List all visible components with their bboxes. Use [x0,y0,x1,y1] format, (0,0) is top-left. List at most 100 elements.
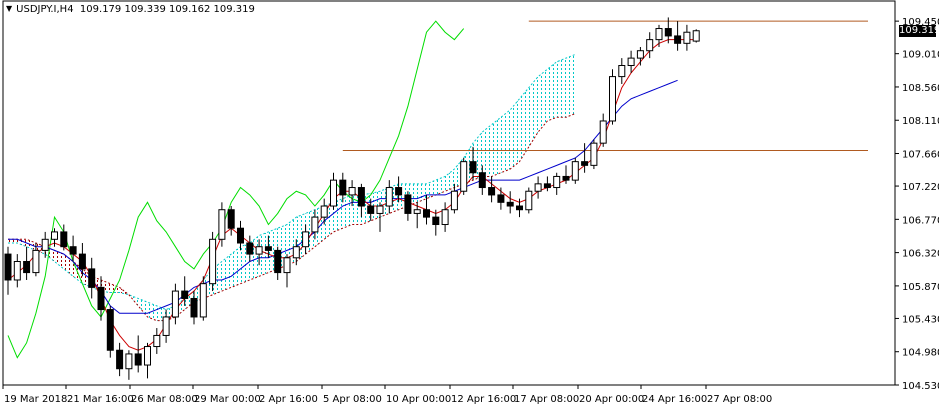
y-tick-label: 107.220 [902,182,939,193]
x-tick-label: 29 Mar 00:00 [194,394,261,405]
candle [497,187,505,210]
candle-body-bear [227,209,235,229]
candle-body-bull [144,346,151,366]
candle-body-bull [683,31,691,44]
symbol-label: USDJPY.I,H4 [16,4,74,15]
candle [125,350,133,380]
candle-body-bear [543,183,551,189]
candle-body-bull [636,50,644,59]
y-tick-label: 108.560 [902,83,939,94]
candle [162,309,170,343]
candle [395,176,403,203]
candle-body-bear [367,205,375,214]
candle-body-bear [478,172,486,189]
x-tick-label: 17 Apr 08:00 [514,394,579,405]
collapse-triangle-icon[interactable]: ▼ [6,4,13,13]
candle [609,69,616,125]
plot-border [2,0,896,386]
candle-body-bull [385,187,393,207]
y-tick-label: 105.870 [902,282,939,293]
current-price-tag: 109.319 [899,24,939,37]
candle-body-bull [218,209,226,240]
candle [367,198,375,221]
candle [348,180,356,207]
x-tick-label: 20 Apr 00:00 [579,394,644,405]
candle [460,157,468,195]
candle [450,183,458,214]
candle-body-bull [311,216,319,233]
y-tick-label: 109.450 [902,17,939,28]
candle-body-bull [283,257,291,274]
candle-body-bear [432,216,440,226]
candle [181,276,189,306]
candle-body-bear [488,187,496,196]
candle-body-bull [627,57,635,67]
candle [636,47,644,66]
candle-body-bear [395,187,403,196]
candle [488,176,496,203]
candle [581,143,589,173]
candle-body-bear [69,246,77,255]
candle-body-bear [23,260,31,274]
candle [320,198,328,225]
x-tick-label: 19 Mar 2018 [4,394,67,405]
candle [144,342,151,379]
candle-body-bull [441,209,449,226]
candle [227,206,235,236]
candle [646,32,654,59]
candle-body-bull [320,205,328,218]
candle-body-bear [423,209,430,218]
ohlc-values: 109.179 109.339 109.162 109.319 [79,4,255,15]
candle-body-bull [460,161,468,192]
chikou-span-line [7,20,465,359]
candle [627,50,635,73]
y-tick-label: 109.010 [902,50,939,61]
candlesticks [4,17,700,380]
chart-frame [2,0,896,386]
x-tick-label: 27 Apr 08:00 [707,394,772,405]
candle-body-bull [571,161,579,181]
candle [543,176,551,192]
candle [683,24,691,51]
candle-body-bull [13,260,21,281]
candle [311,209,319,240]
candle [376,202,384,232]
candle-body-bull [553,175,561,189]
horizontal-levels [342,20,868,152]
candle-body-bull [162,316,170,336]
x-tick-label: 26 Mar 08:00 [131,394,198,405]
x-tick-label: 24 Apr 16:00 [642,394,707,405]
candle [246,235,254,262]
candle-body-bull [348,187,356,196]
candle [553,172,561,195]
candle [4,246,12,295]
candle [32,243,40,277]
candle [41,231,49,258]
candle-body-bear [60,231,68,248]
y-tick-label: 108.110 [902,116,939,127]
candle-body-bear [116,349,124,370]
candle [23,246,31,280]
candle-body-bull [692,30,700,42]
candle [655,24,663,48]
candle [237,220,244,251]
kijun-sen-line [8,79,678,314]
candle-body-bear [274,249,282,274]
candle-body-bear [516,205,523,211]
candle [153,328,161,354]
x-tick-label: 5 Apr 08:00 [323,394,382,405]
candle-body-bull [413,209,421,214]
candle-body-bull [376,205,384,214]
candle-body-bear [134,353,142,366]
candle-body-bull [255,246,263,255]
candle [134,335,142,373]
candle [60,224,68,251]
candle-body-bear [78,253,86,270]
candle-body-bull [41,238,49,251]
candle [618,58,626,84]
x-tick-label: 10 Apr 00:00 [386,394,451,405]
candle [283,254,291,288]
candle [190,291,198,325]
candle-body-bear [581,161,589,166]
